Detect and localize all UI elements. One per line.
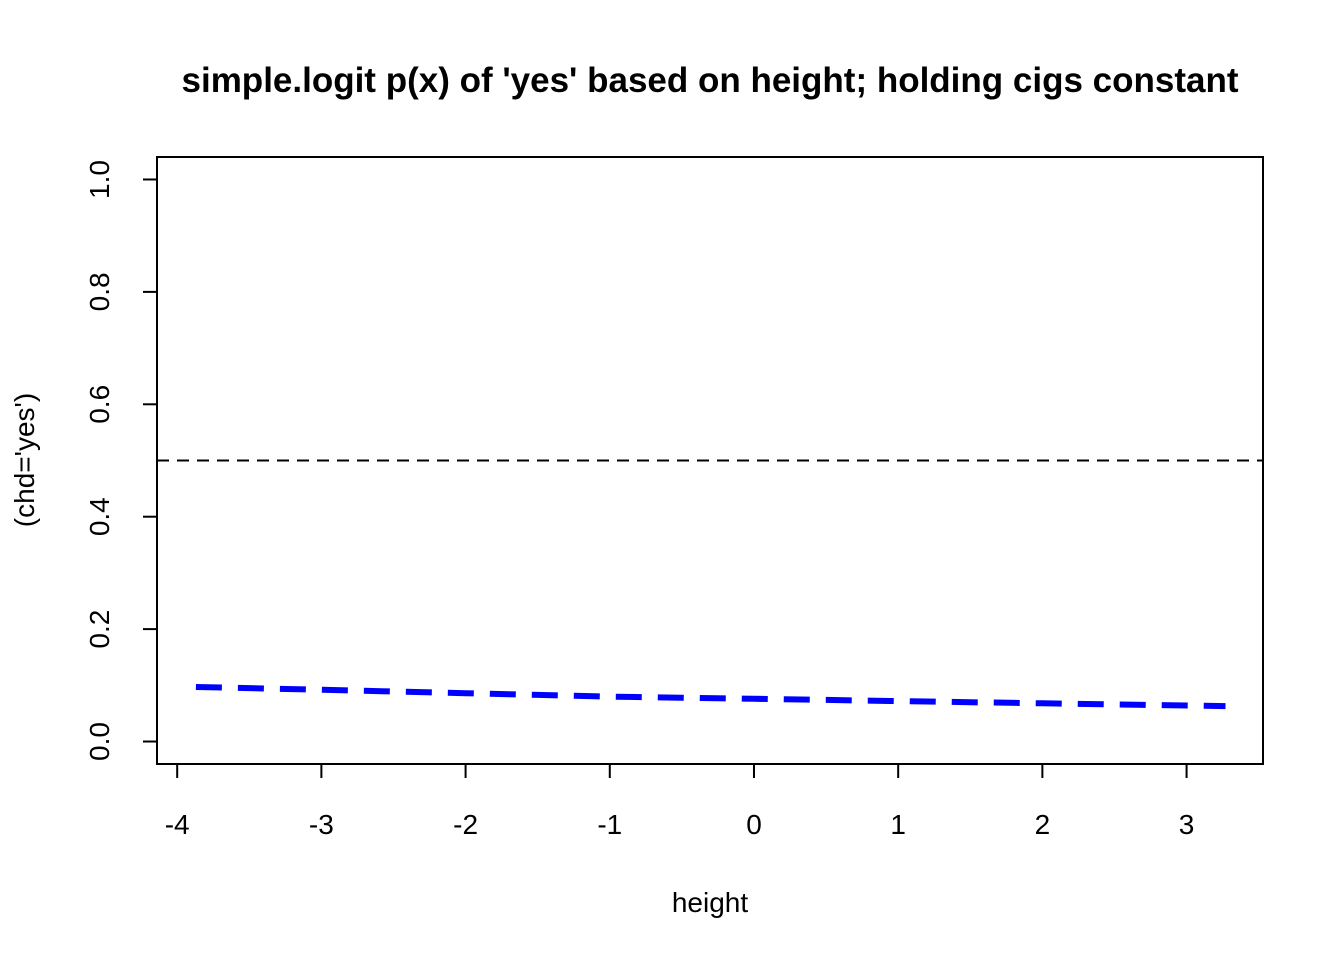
y-axis: 0.0 0.2 0.4 0.6 0.8 1.0: [84, 160, 158, 761]
y-tick-label: 0.0: [84, 722, 115, 761]
x-tick-label: 0: [746, 809, 762, 840]
y-axis-label: (chd='yes'): [9, 393, 40, 527]
x-tick-label: -1: [597, 809, 622, 840]
y-tick-label: 0.4: [84, 497, 115, 536]
plot-content: [157, 459, 1263, 710]
x-axis: -4 -3 -2 -1 0 1 2 3: [165, 763, 1195, 840]
x-tick-label: -3: [309, 809, 334, 840]
chart-title: simple.logit p(x) of 'yes' based on heig…: [182, 61, 1239, 100]
y-tick-label: 0.8: [84, 272, 115, 311]
series-line: [195, 684, 1226, 710]
y-tick-label: 0.6: [84, 385, 115, 424]
y-tick-label: 1.0: [84, 160, 115, 199]
x-tick-label: 1: [890, 809, 906, 840]
x-tick-label: -2: [453, 809, 478, 840]
y-tick-label: 0.2: [84, 610, 115, 649]
x-tick-label: -4: [165, 809, 190, 840]
x-axis-label: height: [672, 887, 749, 918]
x-tick-label: 3: [1179, 809, 1195, 840]
x-tick-label: 2: [1035, 809, 1051, 840]
